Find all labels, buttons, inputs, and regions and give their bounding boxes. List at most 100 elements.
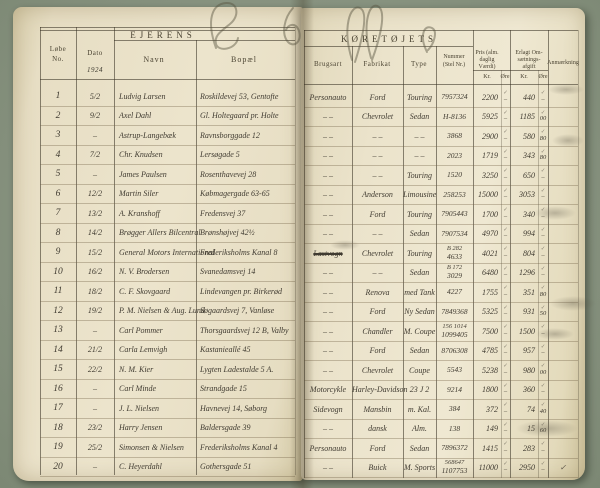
cell-navn: J. L. Nielsen xyxy=(119,403,159,413)
right-rows: Personauto Ford Touring 7957324 2200 ✓ –440 ✓ – –… xyxy=(304,88,578,478)
col-pris-3: Værdi) xyxy=(478,64,496,70)
cell-dato: 13/2 xyxy=(87,208,103,218)
cell-fabrikat: Ford xyxy=(369,346,386,356)
cell-afgift-ore: ✓ 40 xyxy=(539,402,547,415)
pencil-tick: ✓ xyxy=(540,246,546,253)
cell-type: M. Sports xyxy=(403,463,436,473)
cell-pris-kr: 149 xyxy=(486,424,498,434)
cell-pris-kr: 11000 xyxy=(478,463,498,473)
cell-nummer: 156 1014 1099405 xyxy=(436,323,473,339)
cell-pris-kr: 15000 xyxy=(478,190,498,200)
cell-fabrikat: – – xyxy=(372,151,383,161)
cell-afgift-ore: ✓ – xyxy=(540,343,546,357)
cell-dato: – xyxy=(93,403,97,413)
cell-nummer: 258253 xyxy=(443,189,466,199)
cell-type: Touring xyxy=(406,248,433,258)
rule xyxy=(436,46,437,478)
rule xyxy=(510,30,511,478)
cell-dato: 23/2 xyxy=(87,423,103,433)
cell-dato: 15/2 xyxy=(87,247,103,257)
cell-type: 23 J 2 xyxy=(409,385,430,395)
col-brugsart: Brugsart xyxy=(313,60,343,68)
cell-nummer: H-8136 xyxy=(443,111,466,121)
table-row: Motorcykle Harley-Davidson 23 J 2 9214 1800 ✓… xyxy=(304,381,578,400)
cell-type: Sedan xyxy=(409,112,430,122)
cell-fabrikat: Ford xyxy=(369,307,386,317)
col-afgift-2: sætnings- xyxy=(517,57,541,63)
cell-pris-ore: ✓ – xyxy=(503,90,508,103)
cell-fabrikat: – – xyxy=(372,268,383,278)
cell-lobe-no: 8 xyxy=(55,227,61,238)
cell-pris-kr: 2200 xyxy=(482,92,498,102)
pencil-tick: ✓ xyxy=(503,324,508,331)
table-row: Personauto Ford Touring 7957324 2200 ✓ – 440 ✓ – xyxy=(304,88,578,108)
rule xyxy=(295,27,296,475)
cell-nummer: 7896372 xyxy=(441,443,468,453)
cell-dato: 19/2 xyxy=(87,306,103,316)
cell-pris-kr: 5925 xyxy=(482,112,498,122)
rule xyxy=(76,27,77,475)
cell-afgift-ore: ✓ – xyxy=(540,168,546,181)
cell-nummer: B 172 3029 xyxy=(436,265,473,280)
rule xyxy=(501,70,502,478)
col-lobe-no-2: No. xyxy=(52,55,64,63)
rule xyxy=(304,84,578,85)
cell-pris-kr: 7500 xyxy=(482,326,498,336)
cell-brugsart: – – xyxy=(323,170,333,180)
pencil-tick: ✓ xyxy=(540,109,546,116)
cell-navn: Carla Lemvigh xyxy=(119,345,168,355)
cell-lobe-no: 9 xyxy=(55,247,61,258)
col-lobe-no: Løbe xyxy=(49,45,67,53)
cell-pris-ore: ✓ – xyxy=(503,265,508,279)
cell-bopael: Frederiksholms Kanal 8 xyxy=(200,247,278,257)
cell-bopael: Brønshøjvej 42½ xyxy=(200,228,255,238)
table-row: 12 19/2 P. M. Nielsen & Aug. Lund Søgaardsv… xyxy=(40,302,295,321)
cell-pris-ore: ✓ – xyxy=(503,148,508,162)
col-pris-2: daglig xyxy=(479,57,495,63)
cell-type: Touring xyxy=(406,92,433,102)
col-dato: Dato xyxy=(87,49,103,57)
cell-afgift-kr: 74 xyxy=(527,404,535,414)
cell-fabrikat: Chevrolet xyxy=(361,365,394,375)
cell-brugsart: Sidevogn xyxy=(313,404,343,414)
cell-pris-kr: 3250 xyxy=(482,170,498,180)
cell-bopael: Thorsgaardsvej 12 B, Valby xyxy=(200,325,289,335)
cell-brugsart: – – xyxy=(323,307,333,317)
cell-pris-kr: 4785 xyxy=(482,346,498,356)
pencil-tick: ✓ xyxy=(503,226,508,233)
cell-nummer: 5543 xyxy=(447,365,462,375)
cell-fabrikat: Ford xyxy=(369,92,386,102)
cell-pris-kr: 4970 xyxy=(482,229,498,239)
cell-navn: Carl Pommer xyxy=(119,325,163,335)
table-row: – – – – Sedan 7907534 4970 ✓ – 994 ✓ – xyxy=(304,225,578,244)
cell-fabrikat: Chevrolet xyxy=(361,248,394,258)
cell-fabrikat: dansk xyxy=(368,424,387,434)
year-label: 1924 xyxy=(87,66,103,74)
cell-navn: Martin Siler xyxy=(119,189,159,199)
pencil-tick: ✓ xyxy=(540,460,546,467)
cell-nummer: 2023 xyxy=(447,150,462,160)
table-row: – – Ford Touring 7905443 1700 ✓ – 340 ✓ – xyxy=(304,205,578,225)
cell-afgift-ore: ✓ 80 xyxy=(539,285,547,298)
left-group-title: EJERENS xyxy=(130,30,196,40)
table-row: 13 – Carl Pommer Thorsgaardsvej 12 B, Valby xyxy=(40,321,295,341)
cell-brugsart: – – xyxy=(323,190,333,200)
cell-type: Touring xyxy=(406,209,433,219)
cell-fabrikat: – – xyxy=(372,131,383,141)
cell-dato: – xyxy=(93,130,97,140)
pencil-tick: ✓ xyxy=(503,148,508,155)
cell-dato: 18/2 xyxy=(87,286,103,296)
col-afgift: Erlagt Om- xyxy=(515,50,543,56)
pencil-tick: ✓ xyxy=(503,363,508,370)
table-row: 7 13/2 A. Kranshoff Fredensvej 37 xyxy=(40,204,295,224)
cell-brugsart: Personauto xyxy=(309,92,347,102)
left-rows: 1 5/2 Ludvig Larsen Roskildevej 53, Gentoft… xyxy=(40,87,295,477)
cell-lobe-no: 10 xyxy=(53,266,63,277)
cell-pris-kr: 4021 xyxy=(482,248,498,258)
cell-afgift-ore: ✓ – xyxy=(540,90,546,103)
cell-bopael: Havnevej 14, Søborg xyxy=(200,403,268,413)
pencil-tick: ✓ xyxy=(540,382,546,389)
rule xyxy=(40,27,295,28)
cell-navn: Astrup-Langebæk xyxy=(119,130,176,140)
